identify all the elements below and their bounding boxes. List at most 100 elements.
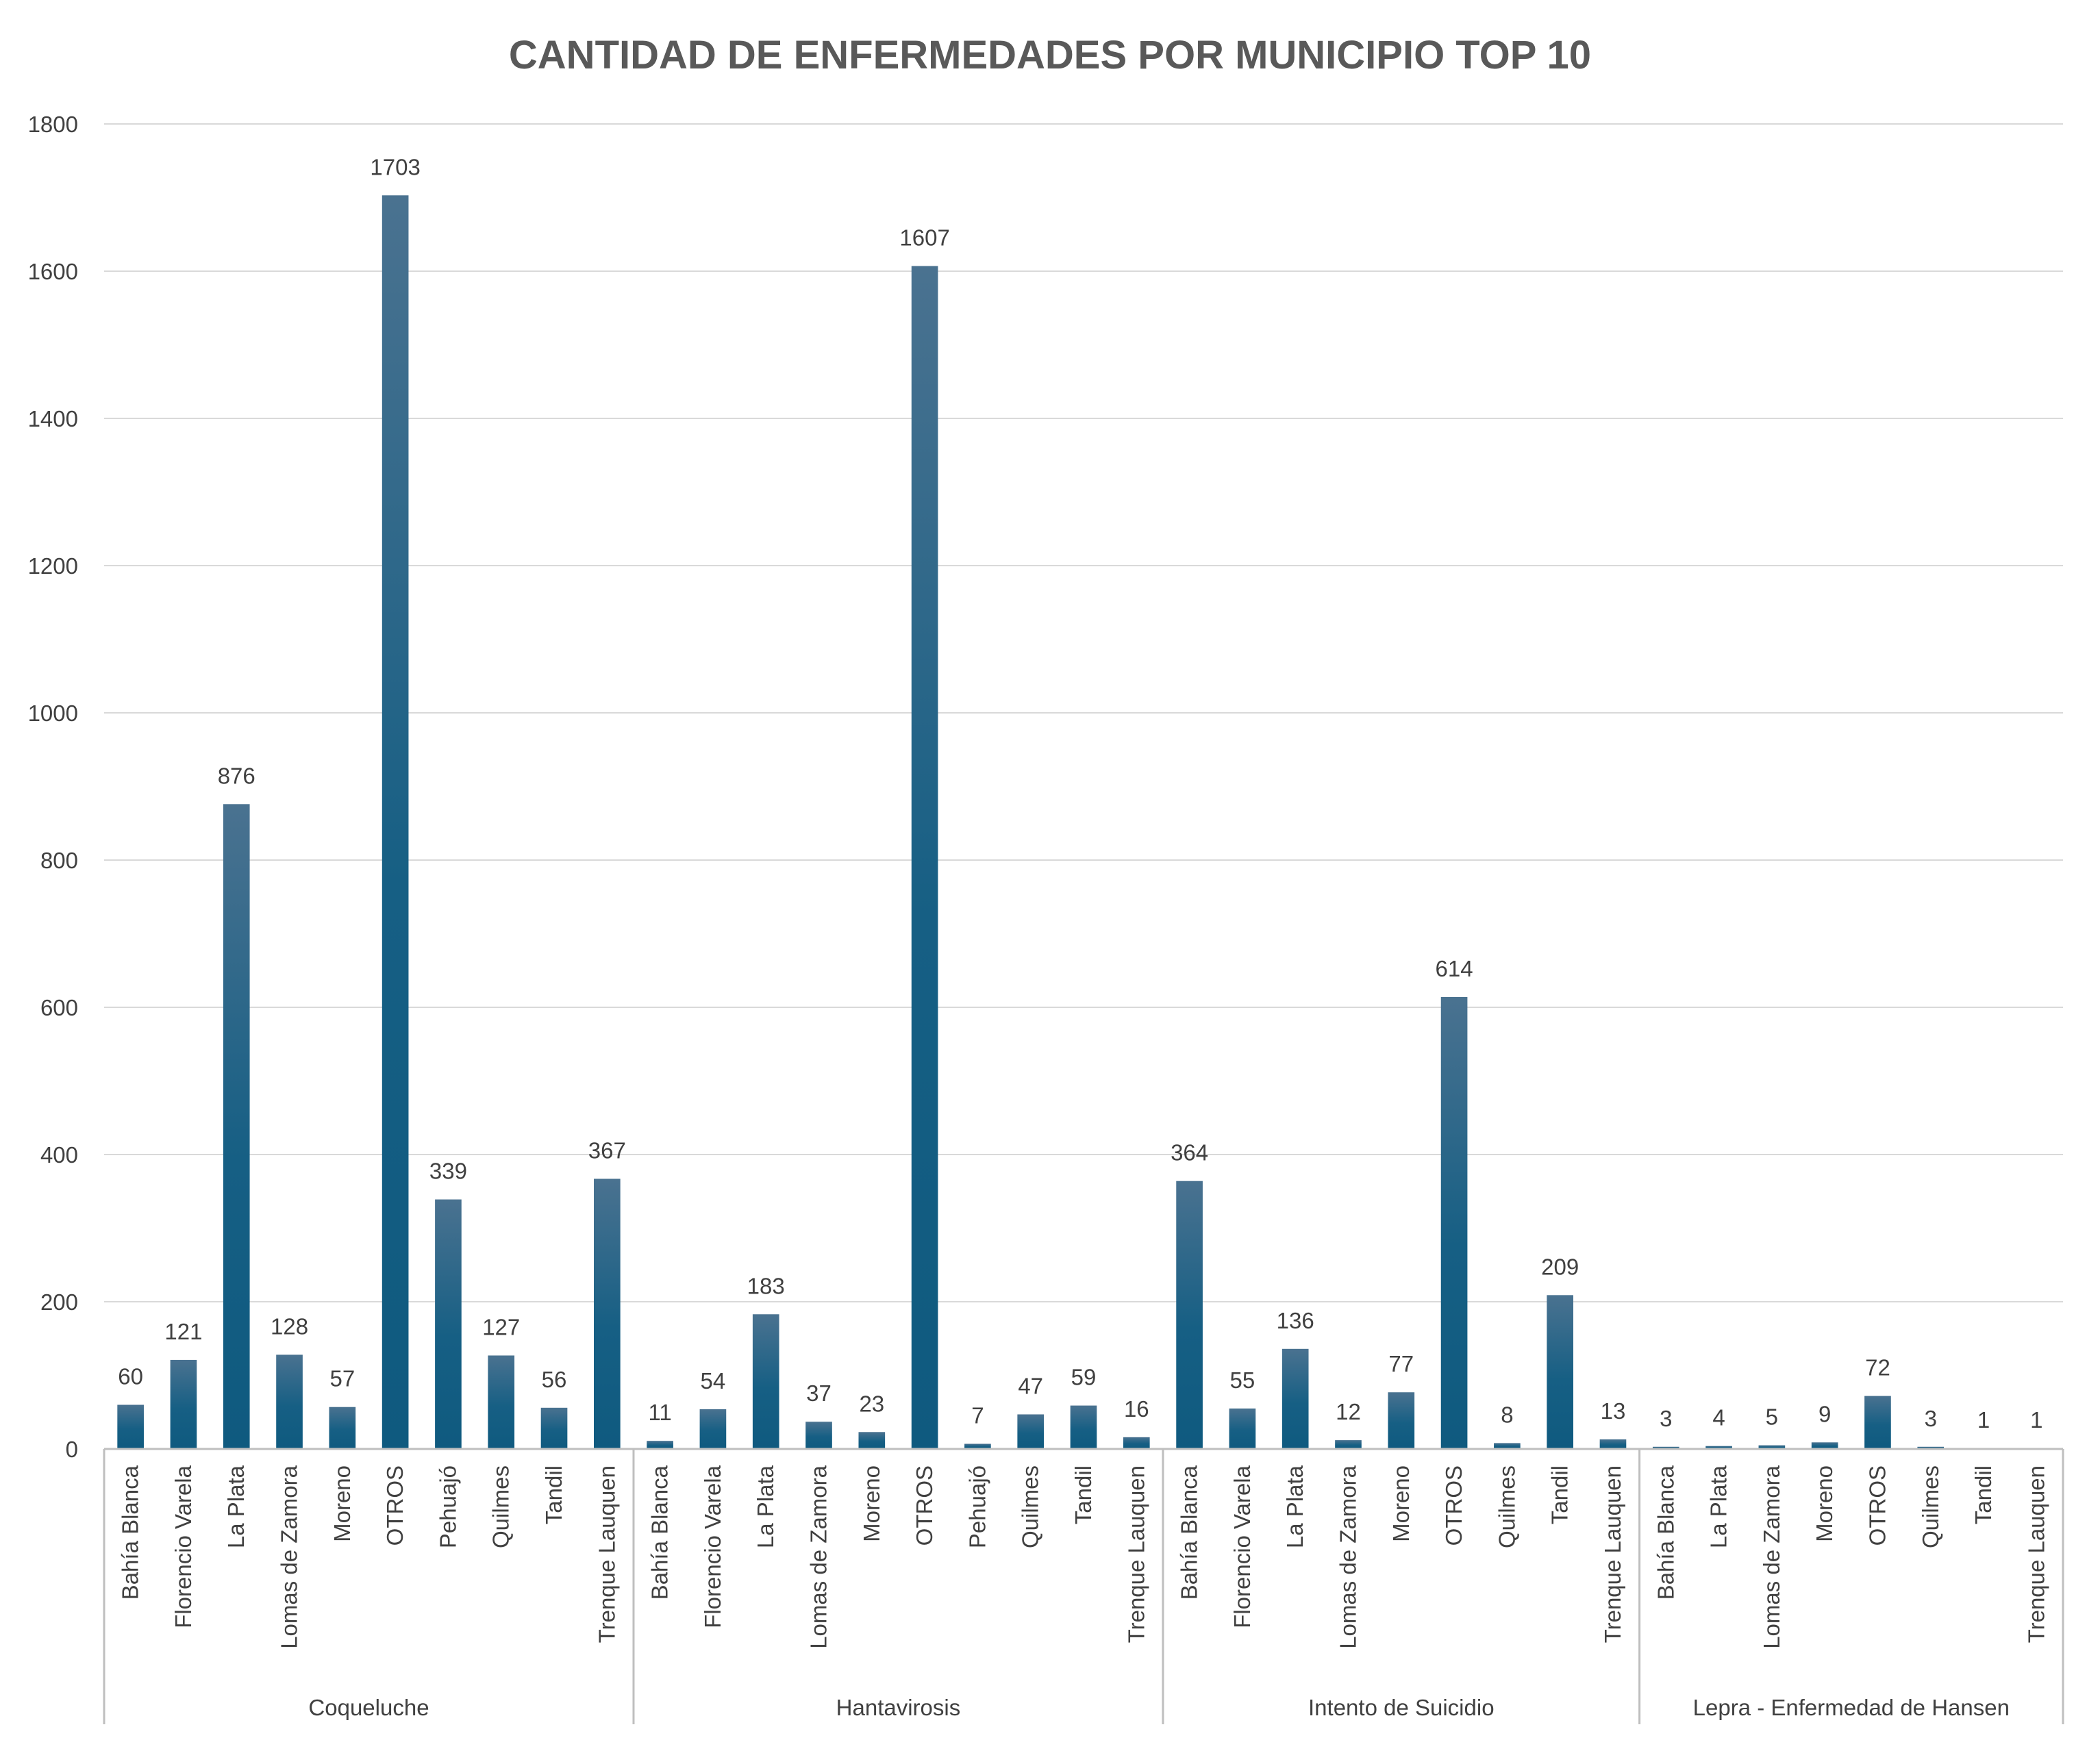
x-category-label: Florencio Varela — [171, 1465, 196, 1628]
x-category-label: La Plata — [1706, 1465, 1732, 1548]
data-label: 5 — [1766, 1404, 1778, 1430]
data-label: 1 — [1977, 1407, 1990, 1433]
x-category-label: Florencio Varela — [700, 1465, 725, 1628]
bar — [647, 1441, 673, 1449]
y-tick-label: 1600 — [28, 259, 78, 284]
x-category-label: Tandil — [1971, 1465, 1996, 1524]
bar — [117, 1404, 144, 1449]
bar — [594, 1178, 621, 1449]
bar — [1811, 1442, 1838, 1449]
bars — [117, 195, 2050, 1450]
x-category-label: Bahía Blanca — [647, 1465, 673, 1600]
data-label: 127 — [482, 1314, 520, 1339]
x-category-label: Moreno — [1388, 1465, 1414, 1542]
y-tick-label: 600 — [40, 995, 78, 1020]
x-group-label: Lepra - Enfermedad de Hansen — [1693, 1695, 2010, 1720]
data-label: 23 — [859, 1391, 884, 1416]
data-label: 77 — [1388, 1351, 1414, 1376]
bar — [1440, 996, 1468, 1449]
data-label: 72 — [1865, 1355, 1890, 1380]
bar — [435, 1199, 462, 1449]
bar — [540, 1407, 568, 1449]
x-category-label: Moreno — [859, 1465, 884, 1542]
data-label: 4 — [1712, 1405, 1725, 1430]
x-category-label: Quilmes — [1918, 1465, 1943, 1548]
x-group-label: Intento de Suicidio — [1308, 1695, 1495, 1720]
x-category-label: Tandil — [1547, 1465, 1573, 1524]
x-category-label: Bahía Blanca — [1177, 1465, 1202, 1600]
bar — [1229, 1408, 1256, 1449]
y-tick-label: 200 — [40, 1289, 78, 1315]
bar — [1123, 1437, 1150, 1449]
data-label: 121 — [164, 1319, 202, 1344]
data-label: 16 — [1124, 1396, 1149, 1422]
x-axis — [103, 1448, 2064, 1724]
bar — [805, 1422, 832, 1449]
data-label: 59 — [1071, 1365, 1097, 1390]
x-category-label: Lomas de Zamora — [806, 1465, 832, 1648]
data-label: 55 — [1230, 1367, 1255, 1393]
data-label: 56 — [542, 1367, 567, 1392]
bar — [1758, 1445, 1786, 1449]
bar — [858, 1432, 886, 1449]
bar — [1917, 1446, 1945, 1449]
data-label: 136 — [1277, 1308, 1314, 1333]
bar — [1652, 1446, 1679, 1449]
data-label: 8 — [1501, 1402, 1513, 1427]
x-axis-group-labels: Coqueluche Hantavirosis Intento de Suicidi… — [308, 1695, 2010, 1720]
x-category-label: Lomas de Zamora — [1759, 1465, 1784, 1648]
gridlines — [104, 123, 2063, 1302]
y-axis-tick-labels: 0 200 400 600 800 1000 1200 1400 1600 1800 — [28, 112, 78, 1462]
x-category-label: OTROS — [382, 1465, 408, 1546]
bar — [1705, 1446, 1732, 1449]
bar — [1070, 1405, 1097, 1449]
bar — [1599, 1439, 1627, 1449]
data-label: 614 — [1436, 956, 1473, 981]
x-category-label: Bahía Blanca — [118, 1465, 143, 1600]
data-label: 13 — [1601, 1398, 1626, 1424]
x-category-label: La Plata — [753, 1465, 778, 1548]
bar — [276, 1354, 303, 1449]
x-category-label: Tandil — [1071, 1465, 1096, 1524]
x-group-label: Hantavirosis — [836, 1695, 961, 1720]
data-label: 37 — [806, 1380, 832, 1406]
data-label: 54 — [701, 1368, 726, 1394]
x-category-label: Bahía Blanca — [1653, 1465, 1678, 1600]
x-category-label: Pehuajó — [964, 1465, 990, 1548]
bar — [382, 195, 409, 1449]
bar — [1547, 1295, 1573, 1449]
x-category-label: Quilmes — [1494, 1465, 1519, 1548]
y-tick-label: 1000 — [28, 701, 78, 726]
y-tick-label: 400 — [40, 1142, 78, 1168]
data-label: 876 — [218, 763, 255, 788]
x-category-label: Florencio Varela — [1229, 1465, 1255, 1628]
y-tick-label: 1400 — [28, 406, 78, 431]
data-label: 1 — [2030, 1407, 2042, 1433]
bar — [911, 266, 938, 1450]
x-group-label: Coqueluche — [308, 1695, 429, 1720]
data-label: 3 — [1925, 1406, 1937, 1431]
x-category-label: Moreno — [1812, 1465, 1837, 1542]
x-category-label: La Plata — [223, 1465, 249, 1548]
data-label: 9 — [1818, 1401, 1831, 1426]
x-category-label: Quilmes — [1018, 1465, 1043, 1548]
y-tick-label: 0 — [66, 1437, 78, 1462]
x-category-label: La Plata — [1282, 1465, 1308, 1548]
x-category-label: Tandil — [541, 1465, 566, 1524]
data-label: 12 — [1336, 1399, 1361, 1424]
bar — [488, 1355, 515, 1449]
bar — [1282, 1348, 1309, 1449]
y-tick-label: 800 — [40, 848, 78, 873]
bar — [1176, 1181, 1203, 1449]
data-label: 367 — [588, 1137, 626, 1163]
data-label: 339 — [429, 1159, 467, 1184]
bar — [170, 1359, 197, 1449]
data-label: 47 — [1018, 1373, 1043, 1398]
data-label: 183 — [747, 1273, 785, 1298]
bar — [1494, 1443, 1521, 1449]
x-category-label: OTROS — [1441, 1465, 1466, 1546]
x-category-label: Lomas de Zamora — [277, 1465, 302, 1648]
y-tick-label: 1200 — [28, 553, 78, 579]
y-tick-label: 1800 — [28, 112, 78, 137]
